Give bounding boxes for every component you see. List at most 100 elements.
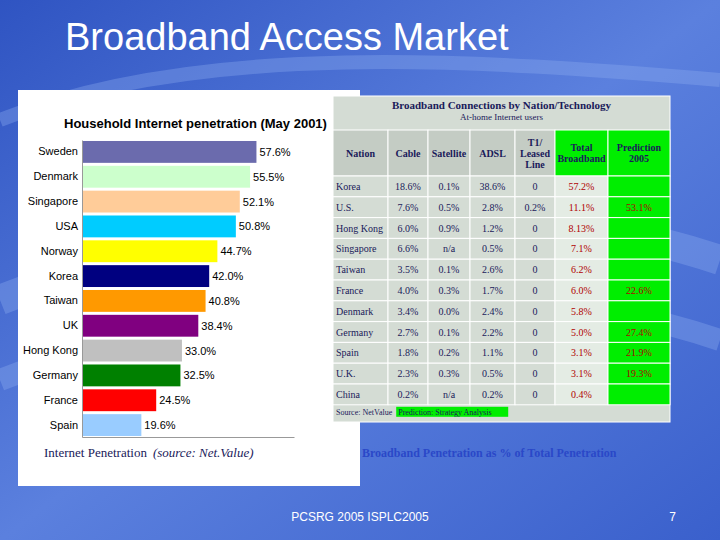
cell-text: 0.2% xyxy=(525,202,546,213)
table-source: Source: NetValue xyxy=(336,408,393,417)
header-text: Satellite xyxy=(432,148,467,159)
header-line: Line xyxy=(525,159,545,170)
bar xyxy=(82,240,217,262)
y-tick: Korea xyxy=(49,270,82,282)
cell-text: 0.5% xyxy=(439,202,460,213)
header-line: 2005 xyxy=(629,153,649,164)
bar xyxy=(82,166,250,188)
source-highlight-bg xyxy=(396,407,508,417)
table-cell xyxy=(428,363,470,384)
table-cell xyxy=(470,197,515,218)
cell-text: 7.1% xyxy=(571,243,592,254)
header-cell xyxy=(333,130,388,176)
table-cell xyxy=(515,384,555,405)
header-text: Nation xyxy=(346,148,375,159)
cell-text: 0 xyxy=(533,264,538,275)
table-cell xyxy=(555,218,608,239)
cell-text: Hong Kong xyxy=(336,223,383,234)
table-cell xyxy=(470,280,515,301)
table-cell xyxy=(515,259,555,280)
table: Broadband Connections by Nation/Technolo… xyxy=(333,96,670,422)
header-text: ADSL xyxy=(479,148,506,159)
table-cell xyxy=(555,301,608,322)
cell-text: 2.3% xyxy=(398,368,419,379)
table-title: Broadband Connections by Nation/Technolo… xyxy=(392,99,612,111)
table-cell xyxy=(608,322,670,343)
data-label: 33.0% xyxy=(185,345,216,357)
table-cell xyxy=(470,176,515,197)
y-tick: UK xyxy=(63,319,82,331)
chart-panel xyxy=(18,90,360,486)
table-cell xyxy=(470,238,515,259)
data-label: 44.7% xyxy=(220,245,251,257)
header-cell xyxy=(555,130,608,176)
table-cell xyxy=(428,176,470,197)
y-tick: Taiwan xyxy=(44,294,82,306)
table-source-highlight: Prediction: Strategy Analysis xyxy=(398,408,491,417)
table-cell xyxy=(428,197,470,218)
table-cell xyxy=(608,197,670,218)
cell-text: 0 xyxy=(533,306,538,317)
table-cell xyxy=(555,259,608,280)
y-tick-label: Taiwan xyxy=(44,294,78,306)
header-line: Broadband xyxy=(557,153,606,164)
table-cell xyxy=(470,342,515,363)
table-cell xyxy=(388,259,428,280)
data-label: 52.1% xyxy=(243,196,274,208)
y-tick: Norway xyxy=(41,245,82,257)
table-cell xyxy=(333,259,388,280)
header-cell xyxy=(428,130,470,176)
table-cell xyxy=(333,238,388,259)
cell-text: 2.4% xyxy=(482,306,503,317)
data-label: 57.6% xyxy=(259,146,290,158)
table-cell xyxy=(515,218,555,239)
header-line: ADSL xyxy=(479,148,506,159)
cell-text: 57.2% xyxy=(569,181,595,192)
table-cell xyxy=(333,363,388,384)
cell-text: 0 xyxy=(533,347,538,358)
cell-text: 0 xyxy=(533,243,538,254)
table-cell xyxy=(555,197,608,218)
cell-text: 3.4% xyxy=(398,306,419,317)
cell-text: 2.2% xyxy=(482,327,503,338)
cell-text: 7.6% xyxy=(398,202,419,213)
table-cell xyxy=(428,322,470,343)
data-label: 19.6% xyxy=(144,419,175,431)
table-cell xyxy=(428,218,470,239)
table-cell xyxy=(388,218,428,239)
cell-text: Taiwan xyxy=(336,264,365,275)
cell-text: Spain xyxy=(336,347,359,358)
data-labels: 57.6%55.5%52.1%50.8%44.7%42.0%40.8%38.4%… xyxy=(144,146,290,431)
table-cell xyxy=(428,238,470,259)
table-cell xyxy=(608,238,670,259)
y-tick: Sweden xyxy=(38,145,82,157)
cell-text: France xyxy=(336,285,364,296)
table-cell xyxy=(515,176,555,197)
table-cell xyxy=(608,363,670,384)
table-cell xyxy=(388,384,428,405)
data-label: 55.5% xyxy=(253,171,284,183)
data-label: 38.4% xyxy=(201,320,232,332)
cell-text: 3.1% xyxy=(571,347,592,358)
table-cell xyxy=(388,197,428,218)
cell-text: 6.6% xyxy=(398,243,419,254)
cell-text: 3.1% xyxy=(571,368,592,379)
table-cell xyxy=(555,322,608,343)
caption-source: (source: Net.Value) xyxy=(153,445,254,460)
cell-text: 3.5% xyxy=(398,264,419,275)
data-label: 50.8% xyxy=(239,220,270,232)
table-cell xyxy=(388,280,428,301)
table-cell xyxy=(333,280,388,301)
y-tick: USA xyxy=(55,220,82,232)
header-cell xyxy=(470,130,515,176)
table-cell xyxy=(608,301,670,322)
cell-text: 19.3% xyxy=(626,368,652,379)
cell-text: 0.2% xyxy=(439,347,460,358)
cell-text: 0.1% xyxy=(439,264,460,275)
cell-text: 0 xyxy=(533,181,538,192)
y-tick: Hong Kong xyxy=(23,344,82,356)
bar xyxy=(82,215,236,237)
header-line: Leased xyxy=(520,148,550,159)
cell-text: 8.13% xyxy=(569,223,595,234)
cell-text: 1.2% xyxy=(482,223,503,234)
